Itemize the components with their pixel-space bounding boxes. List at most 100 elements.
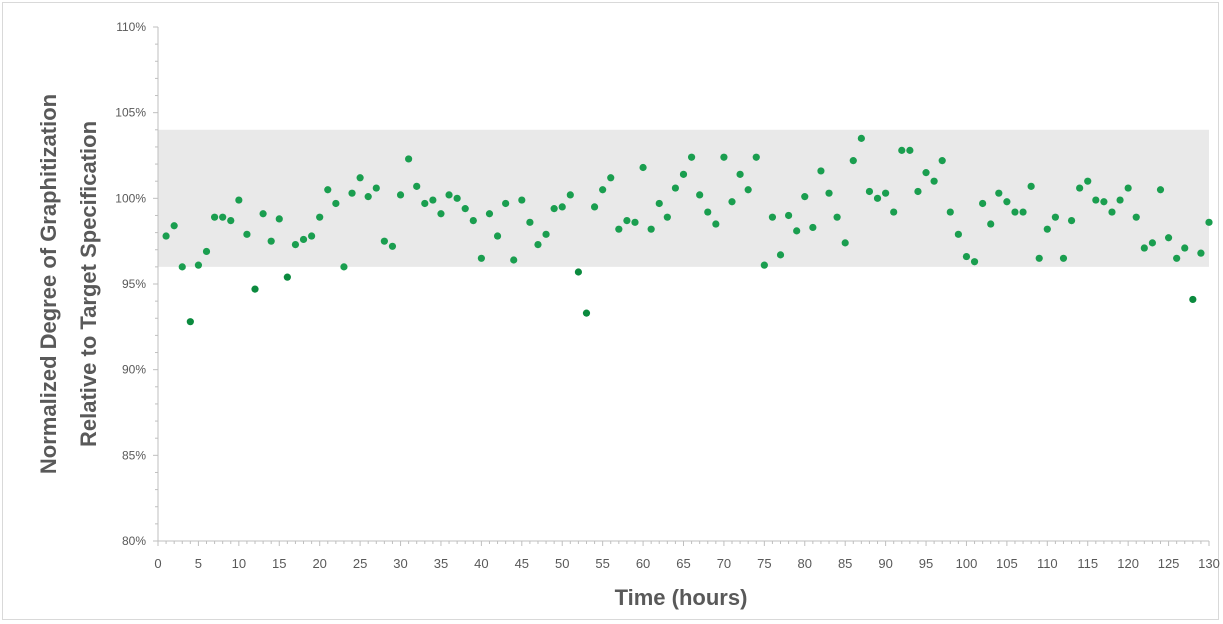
data-point bbox=[1189, 295, 1197, 304]
tick-labels-layer: 80% 85% 90% 95% 100% 105% 110% 0 5 10 15 20 25 30 35 40… bbox=[115, 20, 1220, 571]
x-tick-label: 115 bbox=[1077, 556, 1098, 571]
data-point bbox=[1011, 208, 1019, 216]
data-point bbox=[906, 146, 914, 154]
data-point bbox=[793, 227, 801, 235]
axis-layer bbox=[153, 26, 1210, 546]
data-point bbox=[1148, 239, 1157, 247]
data-point bbox=[954, 230, 962, 238]
x-tick-label: 0 bbox=[154, 556, 161, 571]
x-tick-label: 5 bbox=[195, 556, 202, 571]
y-axis-title-line-1: Normalized Degree of Graphitization bbox=[36, 94, 61, 474]
spec-band-layer bbox=[158, 129, 1209, 267]
data-point bbox=[251, 285, 259, 293]
data-point bbox=[308, 232, 316, 240]
data-point bbox=[623, 217, 631, 225]
y-tick-label: 105% bbox=[115, 106, 146, 120]
data-point bbox=[1205, 218, 1213, 226]
data-point bbox=[227, 217, 235, 225]
x-axis-title: Time (hours) bbox=[615, 585, 748, 610]
x-tick-label: 35 bbox=[434, 556, 448, 571]
x-tick-label: 75 bbox=[757, 556, 771, 571]
data-point bbox=[299, 235, 308, 244]
data-point bbox=[1140, 244, 1148, 252]
data-point bbox=[372, 184, 380, 192]
data-point bbox=[380, 237, 388, 245]
x-tick-label: 15 bbox=[272, 556, 286, 571]
data-point bbox=[1156, 186, 1165, 194]
data-point bbox=[922, 169, 930, 177]
data-point bbox=[364, 193, 372, 201]
data-point bbox=[970, 258, 979, 266]
data-point bbox=[704, 208, 712, 216]
y-tick-label: 90% bbox=[122, 363, 146, 377]
data-point bbox=[170, 222, 178, 230]
data-point bbox=[493, 232, 502, 240]
data-point bbox=[453, 194, 461, 202]
points-layer bbox=[162, 134, 1213, 326]
data-point bbox=[639, 163, 647, 172]
data-point bbox=[445, 191, 453, 199]
x-tick-label: 45 bbox=[515, 556, 529, 571]
data-point bbox=[413, 182, 421, 190]
data-point bbox=[1019, 208, 1027, 216]
data-point bbox=[849, 157, 857, 165]
data-point bbox=[162, 232, 170, 240]
x-tick-label: 40 bbox=[474, 556, 488, 571]
data-point bbox=[599, 186, 607, 194]
data-point bbox=[785, 211, 793, 220]
data-point bbox=[275, 215, 283, 223]
data-point bbox=[437, 210, 445, 218]
data-point bbox=[979, 199, 987, 208]
data-point bbox=[930, 177, 938, 185]
data-point bbox=[421, 199, 429, 208]
data-point bbox=[348, 189, 356, 197]
data-point bbox=[1043, 225, 1051, 233]
x-tick-label: 80 bbox=[798, 556, 812, 571]
data-point bbox=[825, 189, 833, 197]
y-tick-label: 100% bbox=[115, 191, 146, 205]
data-point bbox=[720, 153, 728, 161]
data-point bbox=[1027, 182, 1035, 190]
data-point bbox=[962, 252, 971, 261]
data-point bbox=[235, 196, 243, 204]
data-point bbox=[1084, 177, 1092, 185]
data-point bbox=[502, 199, 510, 208]
data-point bbox=[194, 261, 203, 269]
data-point bbox=[712, 220, 720, 228]
y-tick-label: 80% bbox=[122, 534, 146, 548]
data-point bbox=[259, 210, 267, 218]
x-tick-label: 55 bbox=[595, 556, 609, 571]
data-point bbox=[841, 239, 849, 247]
data-point bbox=[890, 208, 898, 216]
x-tick-label: 20 bbox=[312, 556, 326, 571]
data-point bbox=[801, 193, 809, 201]
data-point bbox=[752, 153, 760, 161]
x-tick-label: 90 bbox=[878, 556, 892, 571]
data-point bbox=[1059, 254, 1068, 262]
data-point bbox=[396, 191, 405, 199]
x-tick-label: 85 bbox=[838, 556, 852, 571]
data-point bbox=[768, 213, 777, 221]
data-point bbox=[1003, 198, 1011, 206]
data-point bbox=[615, 225, 623, 233]
x-tick-label: 25 bbox=[353, 556, 367, 571]
data-point bbox=[1051, 213, 1059, 221]
data-point bbox=[898, 146, 906, 154]
data-point bbox=[663, 213, 671, 221]
data-point bbox=[243, 230, 251, 238]
data-point bbox=[590, 203, 599, 211]
data-point bbox=[1164, 234, 1173, 242]
data-point bbox=[817, 167, 825, 175]
data-point bbox=[946, 208, 954, 216]
x-tick-label: 105 bbox=[996, 556, 1018, 571]
data-point bbox=[1108, 208, 1116, 216]
y-axis-title-line-2: Relative to Target Specification bbox=[76, 121, 101, 447]
data-point bbox=[776, 251, 785, 259]
data-point bbox=[267, 237, 275, 245]
x-tick-label: 50 bbox=[555, 556, 569, 571]
data-point bbox=[429, 196, 437, 204]
x-tick-label: 110 bbox=[1037, 556, 1058, 571]
data-point bbox=[857, 134, 865, 142]
data-point bbox=[461, 205, 469, 213]
